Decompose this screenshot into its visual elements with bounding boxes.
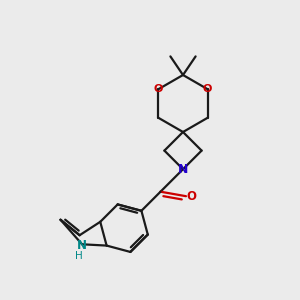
Text: O: O [186,190,197,203]
Text: O: O [203,84,212,94]
Text: H: H [75,251,83,261]
Text: O: O [154,84,163,94]
Text: N: N [178,163,188,176]
Text: N: N [76,239,87,252]
